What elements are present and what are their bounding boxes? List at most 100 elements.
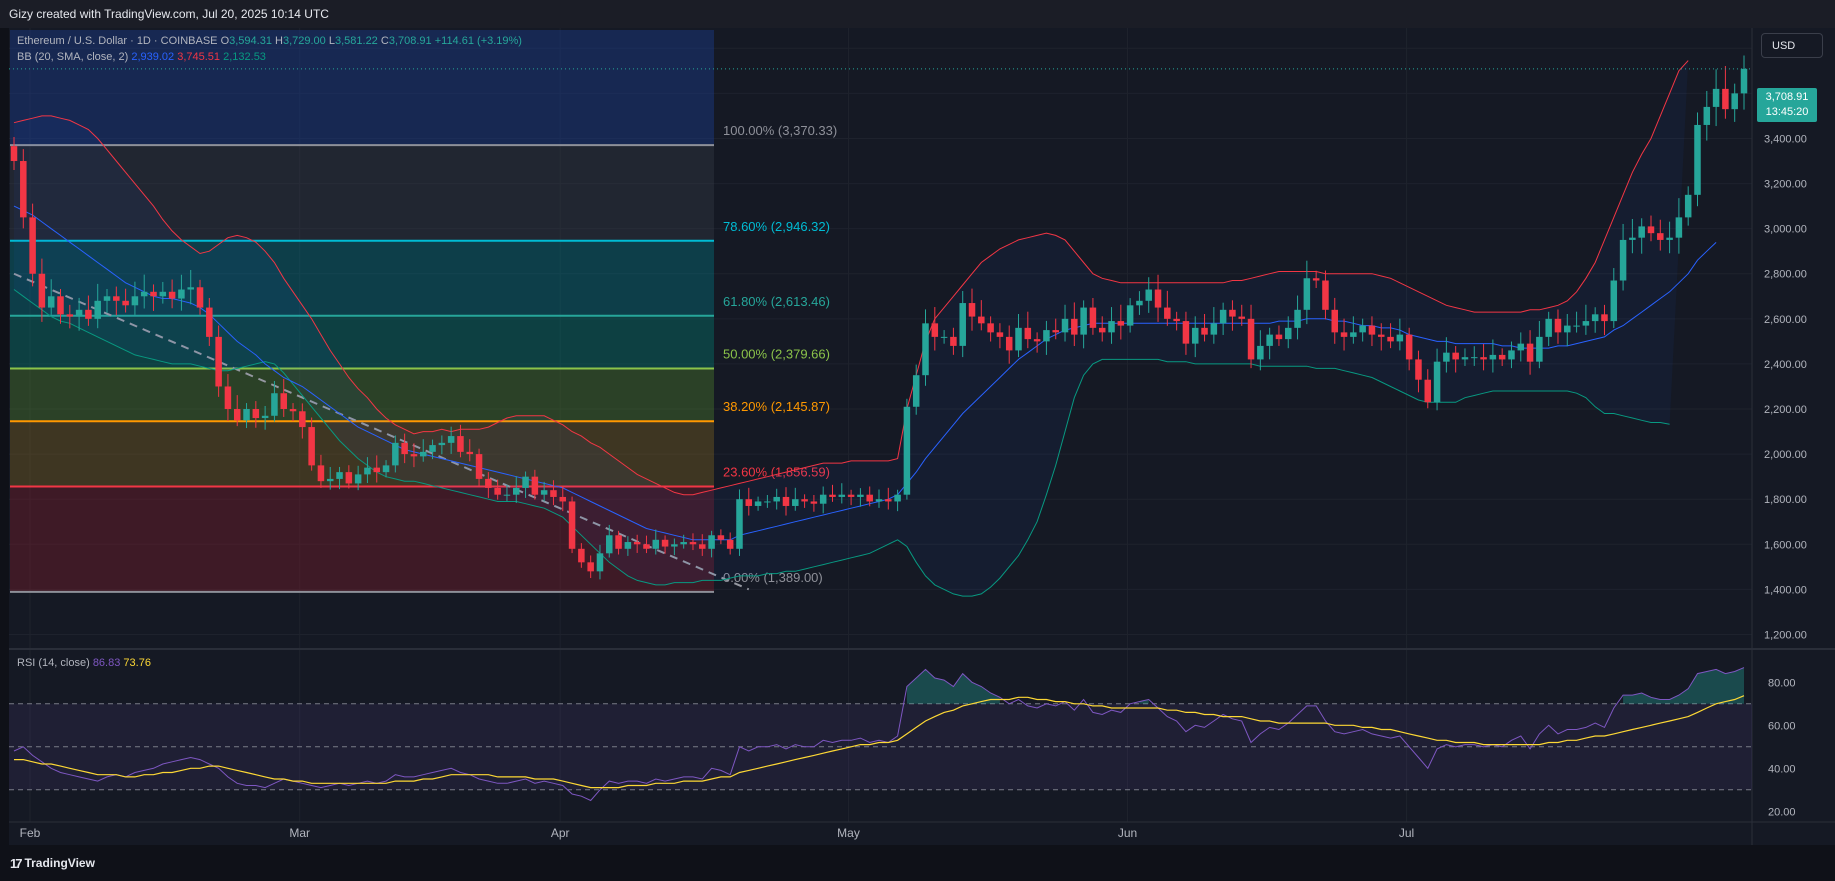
trend-line: [13, 272, 750, 591]
candle-body: [922, 323, 929, 376]
candle-body: [708, 535, 715, 549]
candle-body: [466, 451, 474, 455]
candle-body: [1638, 226, 1645, 238]
candle-body: [1182, 321, 1190, 344]
candle-body: [1740, 68, 1748, 94]
bb-basis-line: [13, 205, 1717, 541]
bb-basis-value: 2,939.02: [131, 51, 175, 63]
candle-body: [150, 291, 157, 297]
candle-body: [1415, 359, 1422, 380]
candle-body: [1517, 343, 1525, 351]
candle-body: [429, 445, 436, 452]
time-tick-label: Mar: [289, 826, 310, 840]
candle-body: [1564, 325, 1571, 333]
rsi-overbought-fill: [1139, 699, 1149, 704]
rsi-legend[interactable]: RSI (14, close) 86.83 73.76: [17, 655, 151, 671]
candle-body: [1210, 323, 1218, 335]
candle-body: [1359, 325, 1366, 333]
candle-body: [243, 409, 250, 421]
candle-body: [1657, 233, 1664, 240]
candle-body: [1582, 321, 1590, 326]
candle-body: [540, 490, 548, 495]
candle-body: [801, 499, 808, 502]
tradingview-logo-icon: 17: [10, 855, 23, 871]
candle-body: [206, 307, 213, 337]
candle-body: [1722, 88, 1729, 110]
candle-body: [931, 323, 939, 337]
time-tick-label: Feb: [20, 826, 41, 840]
candle-body: [1508, 350, 1515, 360]
candle-body: [764, 501, 771, 503]
high-label: H: [275, 35, 283, 47]
tradingview-logo[interactable]: 17 TradingView: [10, 856, 95, 871]
rsi-name: RSI (14, close): [17, 657, 90, 669]
candle-body: [1191, 327, 1199, 344]
candle-body: [550, 490, 557, 497]
candle-body: [1554, 318, 1562, 333]
candle-body: [447, 436, 455, 443]
candle-body: [1015, 327, 1022, 351]
bb-legend[interactable]: BB (20, SMA, close, 2) 2,939.02 3,745.51…: [17, 49, 266, 65]
candle-body: [336, 472, 343, 479]
fib-zone: [10, 368, 714, 422]
candle-body: [1331, 309, 1339, 333]
fib-zone: [10, 421, 714, 487]
candle-body: [475, 454, 483, 479]
candle-body: [1303, 278, 1311, 310]
candle-body: [1089, 307, 1097, 328]
fib-zone: [10, 315, 714, 369]
candle-body: [94, 300, 101, 319]
currency-button[interactable]: USD: [1761, 33, 1823, 58]
open-label: O: [220, 35, 230, 47]
candle-body: [615, 535, 622, 549]
candle-body: [829, 494, 836, 497]
candle-body: [503, 494, 511, 496]
time-tick-label: Apr: [551, 826, 570, 840]
candle-body: [1005, 336, 1013, 351]
candle-body: [1284, 327, 1292, 340]
candle-body: [419, 451, 427, 457]
candlestick-series: [9, 55, 1752, 580]
symbol-legend[interactable]: Ethereum / U.S. Dollar · 1D · COINBASE O…: [17, 33, 522, 49]
candle-body: [819, 494, 827, 504]
candle-body: [224, 386, 232, 410]
candle-body: [885, 499, 892, 502]
candle-body: [699, 544, 706, 549]
time-tick-label: May: [837, 826, 860, 840]
candle-body: [1164, 307, 1171, 319]
tradingview-brand: TradingView: [24, 856, 95, 870]
candle-body: [1684, 194, 1692, 218]
high-value: 3,729.00: [282, 35, 326, 47]
candle-body: [587, 562, 594, 572]
candle-body: [559, 496, 567, 502]
candle-body: [1126, 305, 1134, 326]
candle-body: [113, 296, 120, 301]
candle-body: [1545, 318, 1552, 337]
candle-body: [1443, 352, 1450, 362]
candle-body: [1322, 280, 1329, 310]
candle-body: [103, 296, 111, 301]
candle-body: [1061, 318, 1069, 333]
price-tick-label: 2,000.00: [1764, 449, 1807, 461]
candle-body: [513, 487, 520, 495]
candle-body: [1489, 354, 1497, 360]
currency-label: USD: [1772, 39, 1796, 52]
candle-body: [373, 467, 380, 473]
fib-level-label: 0.00% (1,389.00): [723, 570, 823, 585]
candle-body: [1387, 336, 1394, 342]
candle-body: [1219, 309, 1227, 324]
candle-body: [987, 323, 994, 333]
price-tick-label: 3,400.00: [1764, 133, 1807, 145]
candle-body: [1238, 316, 1245, 319]
candle-body: [1117, 321, 1125, 326]
candle-body: [271, 393, 278, 416]
fib-zone-top: [10, 30, 714, 146]
candle-body: [317, 465, 325, 482]
candle-body: [1396, 334, 1404, 342]
candle-body: [1340, 332, 1348, 337]
low-value: 3,581.22: [334, 35, 378, 47]
candle-body: [401, 442, 408, 455]
close-value: 3,708.91: [388, 35, 432, 47]
candle-body: [726, 539, 734, 549]
